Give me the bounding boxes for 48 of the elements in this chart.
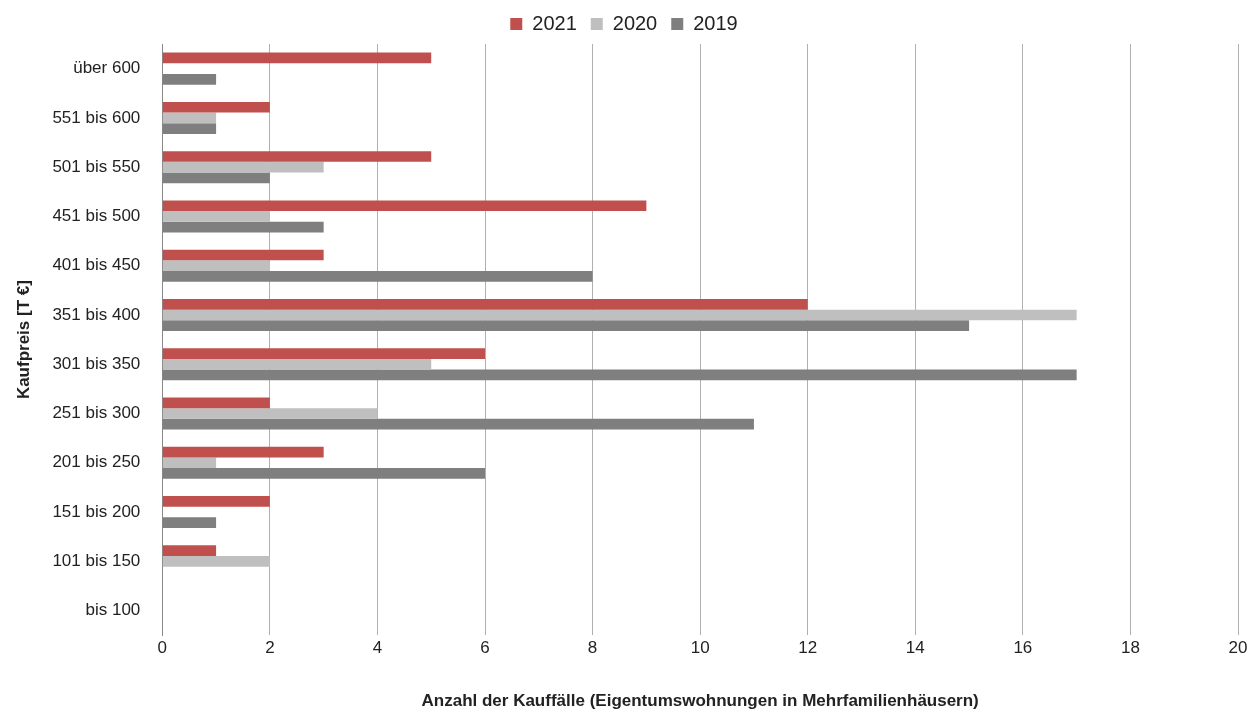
y-tick-label: 201 bis 250 — [52, 452, 141, 472]
y-tick-label: über 600 — [73, 58, 141, 78]
bar — [162, 200, 647, 212]
x-tick-label: 20 — [1228, 638, 1248, 658]
x-tick-label: 0 — [157, 638, 168, 658]
bar — [162, 309, 1077, 321]
y-tick-label: 351 bis 400 — [52, 304, 141, 324]
y-tick-label: 401 bis 450 — [52, 255, 141, 275]
bar — [162, 545, 217, 556]
bar — [162, 249, 324, 261]
x-tick-label: 6 — [480, 638, 490, 658]
x-tick-label: 18 — [1120, 638, 1140, 658]
bar — [162, 211, 270, 222]
y-tick-label: 101 bis 150 — [52, 550, 141, 570]
bar — [162, 408, 378, 419]
x-tick-label: 2 — [265, 638, 275, 658]
x-tick-label: 16 — [1013, 638, 1033, 658]
bar — [162, 358, 432, 370]
x-tick-label: 10 — [690, 638, 710, 658]
bar — [162, 496, 270, 507]
x-axis-title: Anzahl der Kauffälle (Eigentumswohnungen in Mehrfamilienhäusern) — [421, 691, 979, 711]
y-axis-title: Kaufpreis [T €] — [13, 280, 33, 400]
legend-label: 2020 — [612, 11, 658, 34]
y-tick-label: bis 100 — [85, 600, 141, 620]
bar — [162, 555, 270, 567]
bar — [162, 260, 270, 272]
bar — [162, 397, 270, 409]
x-tick-label: 12 — [798, 638, 818, 658]
y-tick-label: 551 bis 600 — [52, 107, 141, 127]
y-tick-label: 151 bis 200 — [52, 501, 141, 521]
x-tick-label: 4 — [372, 638, 383, 658]
y-tick-label: 451 bis 500 — [52, 206, 141, 226]
bar — [162, 457, 217, 469]
bar — [162, 161, 324, 173]
y-tick-label: 251 bis 300 — [52, 403, 141, 423]
bar — [162, 101, 270, 113]
bar — [162, 348, 486, 359]
y-tick-label: 301 bis 350 — [52, 353, 141, 373]
bar — [162, 112, 217, 124]
bar — [162, 52, 432, 64]
legend-label: 2019 — [693, 11, 738, 34]
bar — [162, 151, 432, 162]
legend-label: 2021 — [532, 11, 577, 34]
x-tick-label: 8 — [587, 638, 598, 658]
bar — [162, 298, 808, 310]
y-tick-label: 501 bis 550 — [52, 156, 141, 176]
x-tick-label: 14 — [905, 638, 925, 658]
bar — [162, 446, 324, 458]
